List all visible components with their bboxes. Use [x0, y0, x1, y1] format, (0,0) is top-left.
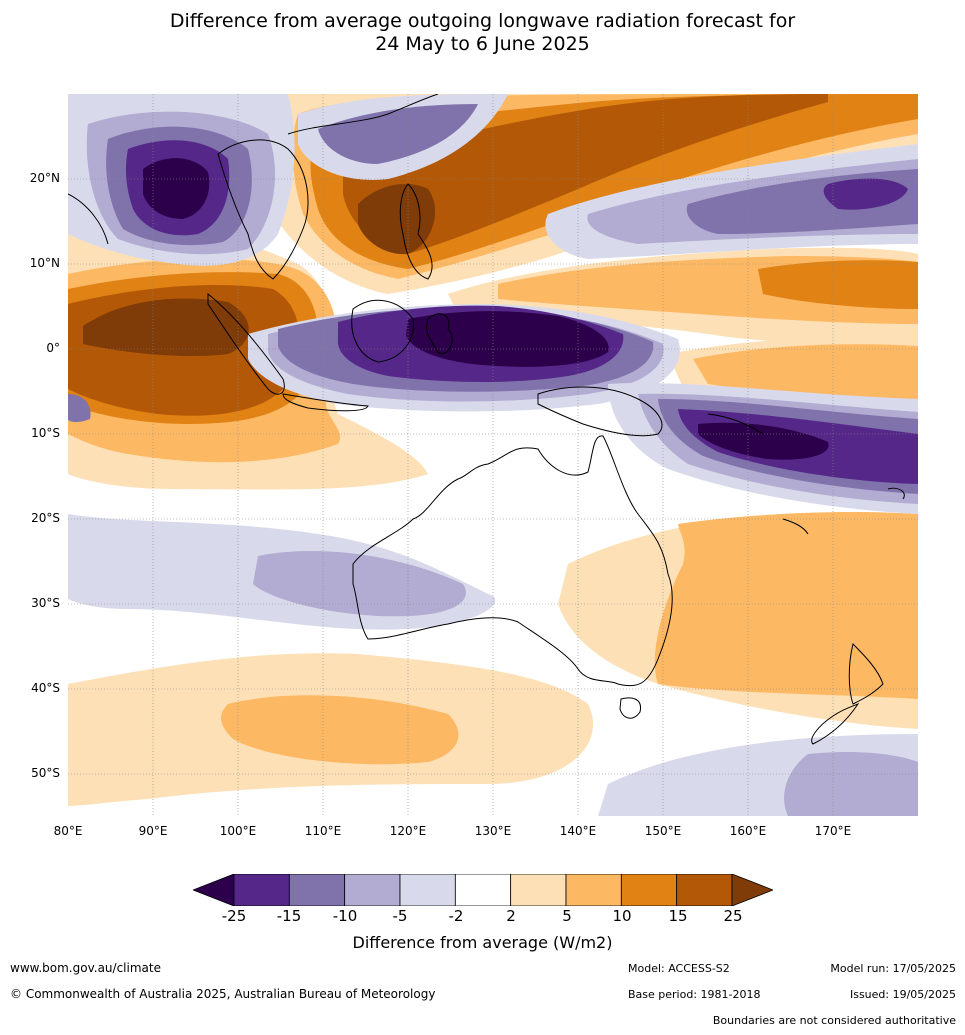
coastline-new-guinea — [537, 386, 663, 437]
olr-anomaly-map — [68, 94, 918, 816]
lon-label-110e: 110°E — [304, 824, 342, 838]
title-line-1: Difference from average outgoing longwav… — [169, 10, 796, 32]
colorbar-title: Difference from average (W/m2) — [352, 933, 613, 952]
colorbar-cell — [454, 874, 512, 906]
coastlines — [68, 94, 905, 745]
lon-label-130e: 130°E — [474, 824, 512, 838]
lon-label-150e: 150°E — [644, 824, 682, 838]
model-run-text: Model run: 17/05/2025 — [830, 962, 956, 975]
lon-label-120e: 120°E — [389, 824, 427, 838]
issued-text: Issued: 19/05/2025 — [849, 988, 956, 1001]
coastline-borneo — [351, 299, 414, 363]
colorbar-extend-low — [193, 874, 235, 906]
colorbar-label-15: 15 — [668, 907, 688, 925]
coastline-new-zealand-north — [848, 643, 884, 705]
lon-label-80e: 80°E — [53, 824, 83, 838]
contour-china-coast-purple — [318, 104, 478, 164]
colorbar-label-5: 5 — [562, 907, 572, 925]
lat-label-equator: 0° — [46, 341, 60, 355]
colorbar-cell — [399, 874, 456, 906]
lat-label-10s: 10°S — [31, 426, 60, 440]
contour-westpac-dark — [758, 260, 918, 309]
lon-label-170e: 170°E — [814, 824, 852, 838]
disclaimer-text: Boundaries are not considered authoritat… — [712, 1014, 956, 1027]
colorbar-label--10: -10 — [332, 907, 358, 925]
colorbar-label--15: -15 — [276, 907, 302, 925]
lat-label-20n: 20°N — [29, 171, 60, 185]
lon-label-160e: 160°E — [729, 824, 767, 838]
title-line-2: 24 May to 6 June 2025 — [375, 33, 590, 55]
colorbar-cell — [620, 874, 678, 906]
colorbar-cell — [344, 874, 401, 906]
colorbar-label--2: -2 — [448, 907, 464, 925]
coastline-new-zealand-south — [811, 702, 860, 745]
coastline-sulawesi — [426, 313, 453, 354]
contour-philippines-max — [358, 184, 436, 255]
map-gridlines — [68, 94, 918, 816]
contour-indochina-max — [143, 158, 210, 219]
colorbar-cells — [193, 874, 773, 906]
colorbar-cell — [676, 874, 733, 906]
contour-coralsea-max — [698, 422, 829, 460]
base-period-text: Base period: 1981-2018 — [628, 988, 761, 1001]
coastline-australia — [352, 435, 673, 687]
colorbar-label-2: 2 — [506, 907, 516, 925]
lat-label-50s: 50°S — [31, 766, 60, 780]
lon-label-90e: 90°E — [138, 824, 168, 838]
coastline-solomons — [707, 413, 764, 435]
colorbar-label-25: 25 — [723, 907, 743, 925]
contour-indian-ocean-max — [83, 298, 249, 356]
contour-maritime-max — [406, 311, 609, 367]
lon-label-140e: 140°E — [559, 824, 597, 838]
contour-southern-ocean-orange — [221, 695, 459, 765]
lat-label-40s: 40°S — [31, 681, 60, 695]
coastline-sumatra — [207, 292, 285, 395]
map-svg — [68, 94, 918, 816]
contour-south-lavender — [253, 551, 466, 617]
coastline-china-south — [287, 94, 439, 135]
lat-label-20s: 20°S — [31, 511, 60, 525]
coastline-philippines — [399, 183, 433, 280]
lat-label-10n: 10°N — [29, 256, 60, 270]
colorbar-cell — [510, 874, 567, 906]
lon-label-100e: 100°E — [219, 824, 257, 838]
coastline-indochina — [217, 139, 309, 280]
colorbar-label--5: -5 — [392, 907, 408, 925]
colorbar-cell — [288, 874, 346, 906]
colorbar-cell — [233, 874, 290, 906]
colorbar-label-10: 10 — [612, 907, 632, 925]
coastline-java — [282, 393, 369, 412]
lat-label-30s: 30°S — [31, 596, 60, 610]
colorbar — [193, 874, 773, 906]
coastline-tasmania — [619, 697, 642, 719]
contour-west-blob — [68, 394, 91, 423]
website-link[interactable]: www.bom.gov.au/climate — [10, 961, 161, 975]
contour-southeast-lavender — [784, 751, 918, 816]
colorbar-cell — [565, 874, 622, 906]
coastline-india-east — [68, 193, 109, 245]
copyright-text: © Commonwealth of Australia 2025, Austra… — [10, 987, 436, 1001]
contour-nwpac-dark — [823, 178, 908, 210]
model-text: Model: ACCESS-S2 — [628, 962, 730, 975]
colorbar-label--25: -25 — [221, 907, 247, 925]
colorbar-extend-high — [731, 874, 773, 906]
chart-title: Difference from average outgoing longwav… — [0, 10, 965, 56]
contour-tasman-orange — [654, 512, 918, 699]
coastline-vanuatu-fiji — [782, 487, 905, 535]
